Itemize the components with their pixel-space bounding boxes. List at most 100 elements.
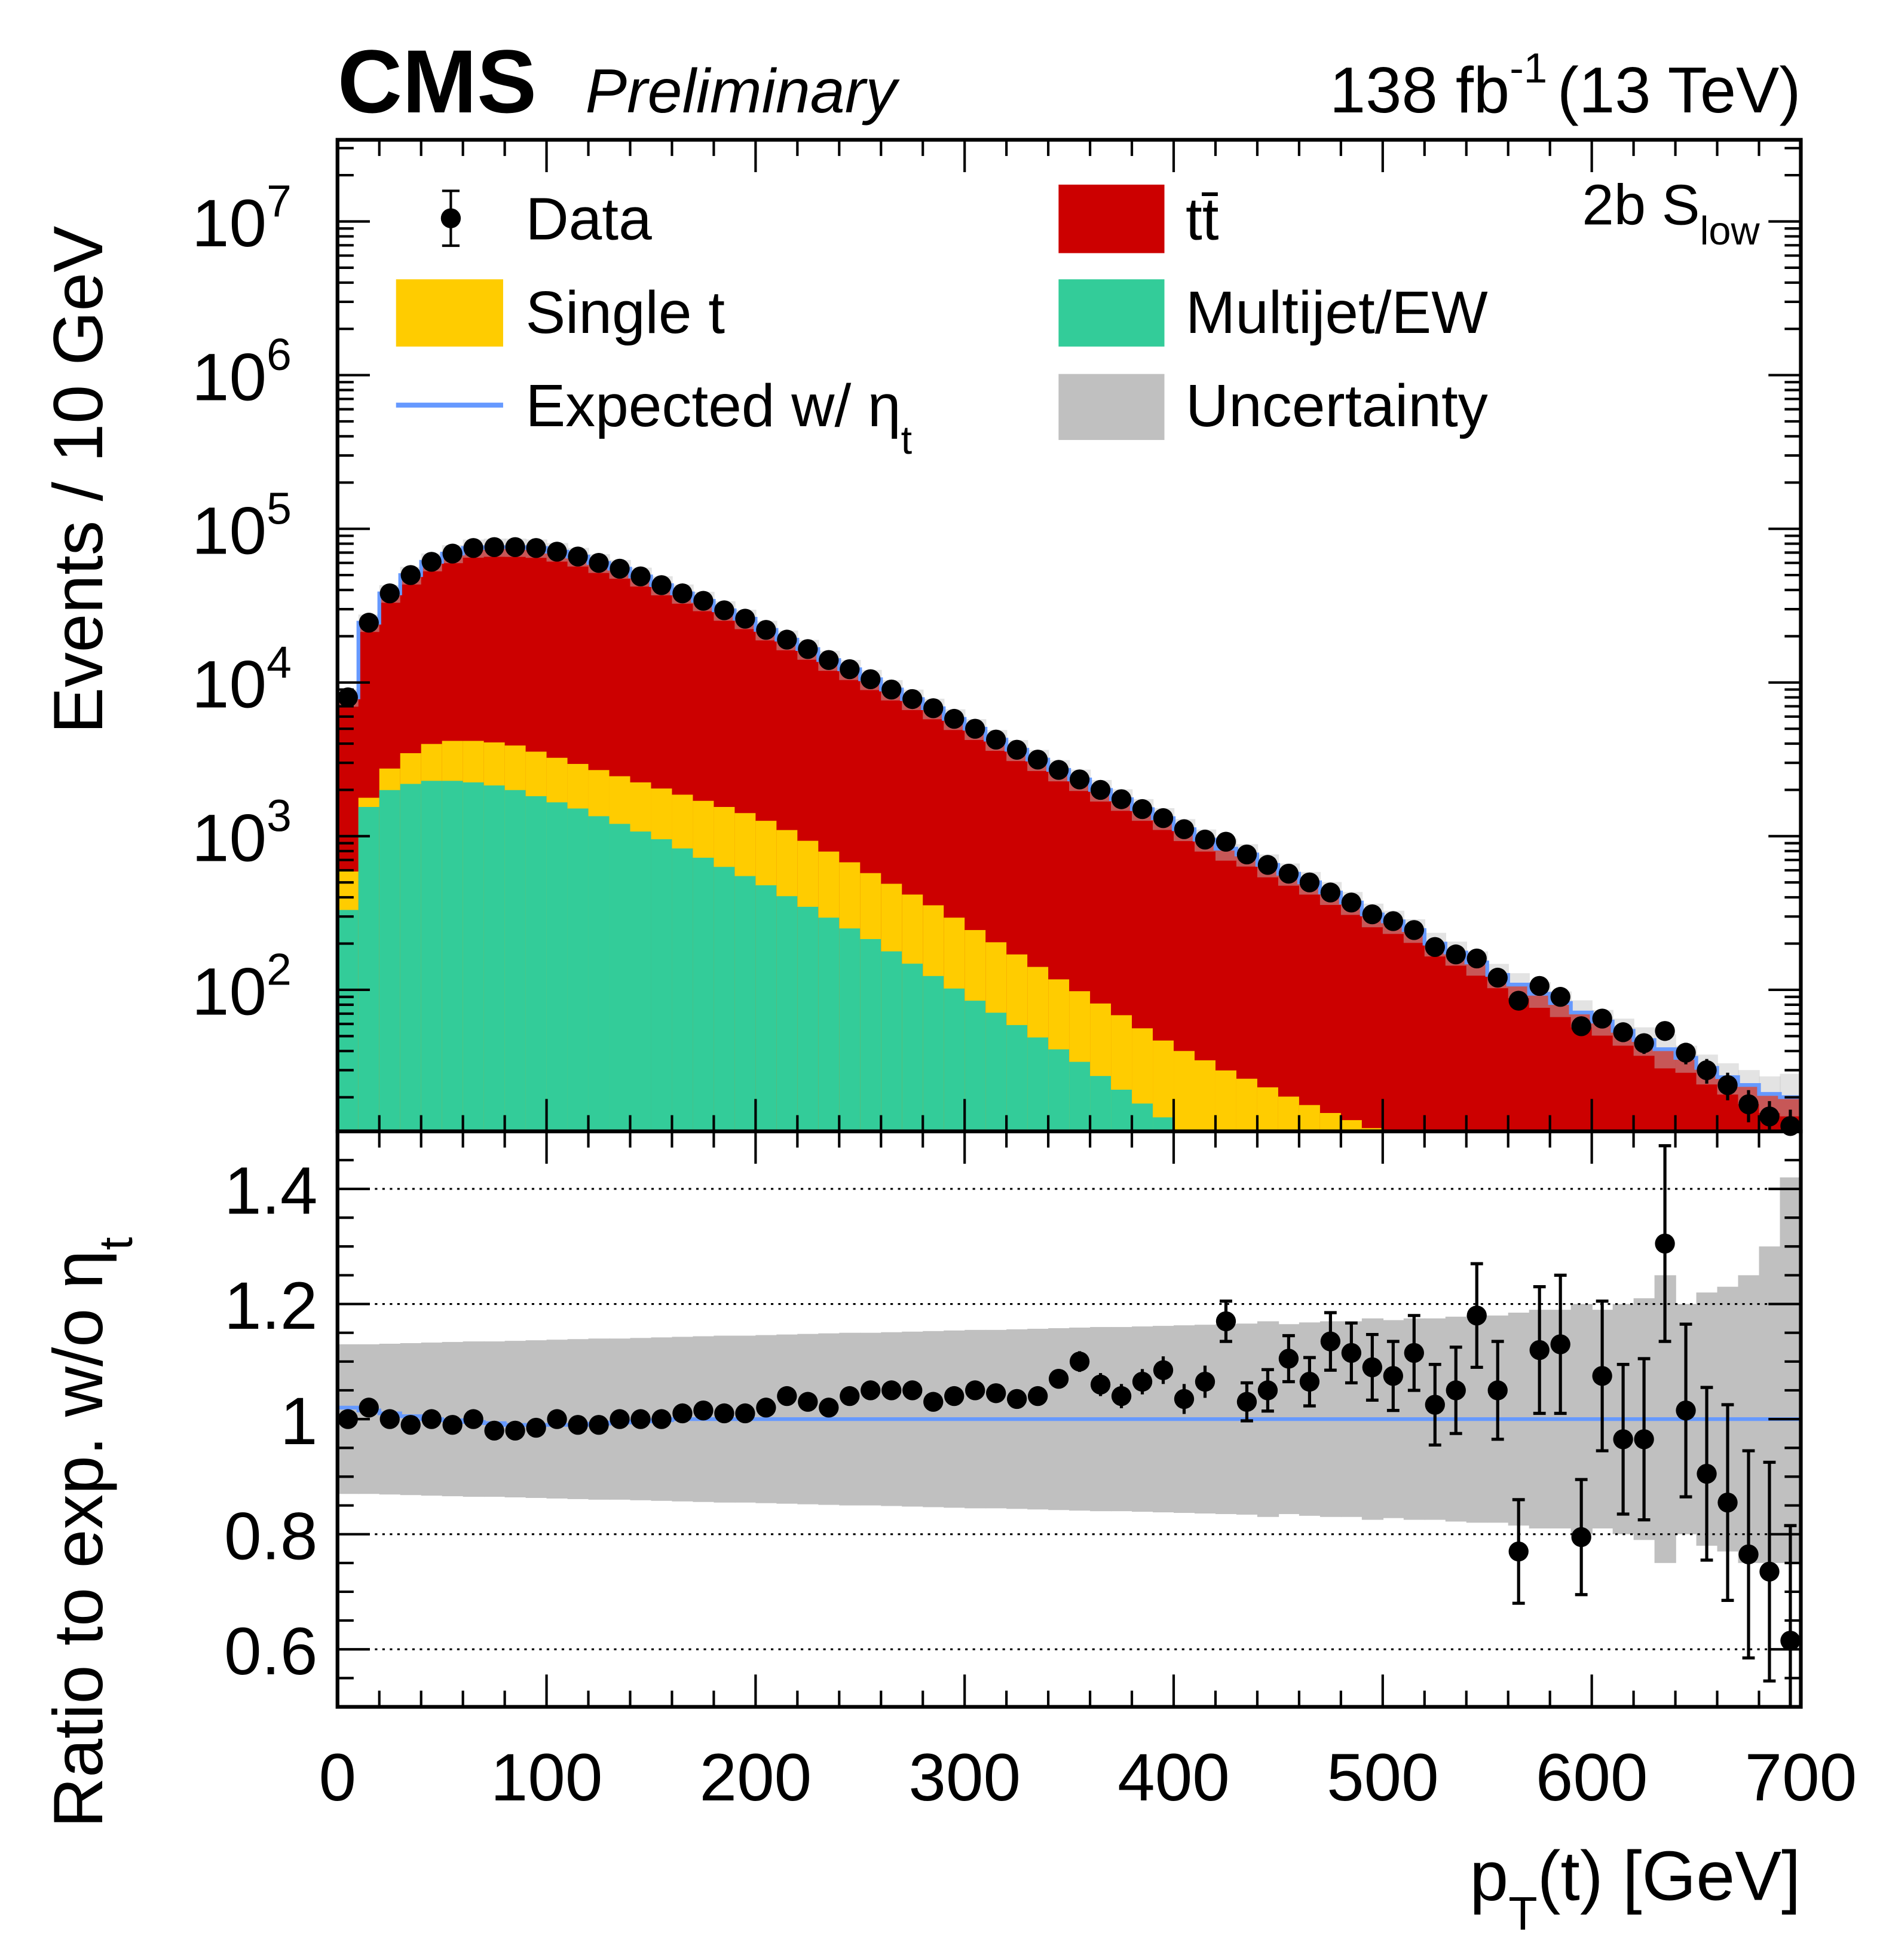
single-t-bar <box>1236 1078 1259 1132</box>
data-point <box>1027 750 1048 770</box>
data-point <box>1550 987 1570 1007</box>
x-tick-label: 700 <box>1745 1739 1857 1815</box>
ttbar-bar <box>1591 1022 1613 1132</box>
ttbar-bar <box>1382 921 1405 1132</box>
ttbar-bar <box>1257 864 1279 1132</box>
data-point <box>359 613 379 633</box>
ratio-point <box>1592 1366 1612 1386</box>
y-tick-label: 107 <box>192 176 292 261</box>
ratio-point <box>1738 1544 1759 1565</box>
y-tick-label: 105 <box>192 483 292 568</box>
ttbar-bar <box>1445 952 1468 1132</box>
multijet-bar <box>504 790 526 1132</box>
status-label: Preliminary <box>585 57 900 126</box>
data-point <box>630 566 651 586</box>
ratio-point <box>1697 1463 1717 1484</box>
ttbar-bar <box>1529 993 1551 1132</box>
data-point <box>1111 789 1132 809</box>
data-point <box>1508 990 1529 1011</box>
multijet-bar <box>567 808 589 1132</box>
data-point <box>1195 829 1215 850</box>
data-point <box>944 708 965 729</box>
data-point <box>1320 882 1341 903</box>
data-point <box>1655 1021 1675 1041</box>
x-tick-label: 200 <box>700 1739 812 1815</box>
ratio-point <box>1069 1351 1090 1372</box>
multijet-bar <box>337 910 359 1132</box>
multijet-bar <box>755 885 777 1132</box>
data-point <box>547 542 567 562</box>
data-point <box>505 537 525 557</box>
ratio-point <box>547 1409 567 1429</box>
ratio-point <box>1613 1429 1633 1450</box>
uncertainty-band-ratio <box>1780 1177 1802 1563</box>
ttbar-bar <box>1654 1049 1676 1132</box>
ratio-panel-plot <box>337 1144 1802 1709</box>
ratio-point <box>798 1392 818 1412</box>
multijet-bar <box>944 988 966 1132</box>
ratio-point <box>1446 1380 1466 1401</box>
legend-uncertainty-label: Uncertainty <box>1186 372 1488 439</box>
multijet-bar <box>860 939 882 1132</box>
data-point <box>1278 863 1299 884</box>
data-point <box>1592 1008 1612 1029</box>
ratio-point <box>1487 1380 1508 1401</box>
data-point <box>526 538 546 558</box>
ratio-y-axis-title: Ratio to exp. w/o ηt <box>39 1237 142 1828</box>
data-point <box>1571 1016 1591 1036</box>
ratio-point <box>379 1409 400 1429</box>
ratio-point <box>840 1386 860 1406</box>
ratio-point <box>589 1415 609 1435</box>
ratio-point <box>630 1409 651 1429</box>
data-point <box>881 679 902 700</box>
ratio-point <box>442 1415 463 1435</box>
ratio-point <box>568 1415 588 1435</box>
data-point <box>1090 779 1111 800</box>
top-y-axis-title: Events / 10 GeV <box>39 226 117 734</box>
data-point <box>1446 944 1466 965</box>
x-tick-label: 100 <box>491 1739 603 1815</box>
ratio-point <box>463 1409 483 1429</box>
legend-ttbar-swatch <box>1058 184 1165 253</box>
ratio-point <box>1132 1371 1153 1392</box>
data-point <box>1069 769 1090 790</box>
uncertainty-band-ratio <box>504 1341 526 1498</box>
data-point <box>902 689 923 710</box>
legend-ttbar-label: tt̄ <box>1186 186 1219 253</box>
multijet-bar <box>902 964 924 1132</box>
y-tick-label: 103 <box>192 791 292 876</box>
multijet-bar <box>400 784 422 1132</box>
data-point <box>798 639 818 659</box>
ratio-point <box>1257 1380 1278 1401</box>
ratio-point <box>359 1398 379 1418</box>
ratio-point <box>672 1403 693 1424</box>
multijet-bar <box>651 839 673 1132</box>
legend-single-t-label: Single t <box>525 279 725 346</box>
data-point <box>463 538 483 558</box>
ratio-point <box>1278 1349 1299 1369</box>
multijet-bar <box>797 907 819 1132</box>
legend-uncertainty-swatch <box>1058 374 1165 441</box>
data-point <box>861 669 881 689</box>
multijet-bar <box>463 782 485 1132</box>
data-point <box>442 543 463 564</box>
ratio-y-tick-label: 0.8 <box>224 1498 317 1573</box>
ratio-point <box>1655 1233 1675 1254</box>
multijet-bar <box>923 976 945 1132</box>
data-point <box>1613 1022 1633 1042</box>
multijet-bar <box>776 896 798 1132</box>
multijet-bar <box>1153 1117 1175 1132</box>
ratio-y-tick-label: 1.2 <box>224 1268 317 1343</box>
legend-data-marker <box>440 189 461 247</box>
single-t-bar <box>1174 1051 1196 1132</box>
ratio-point <box>1529 1340 1550 1360</box>
multijet-bar <box>1090 1076 1112 1132</box>
ratio-point <box>1320 1331 1341 1351</box>
data-point <box>819 650 839 670</box>
multijet-bar <box>714 867 736 1132</box>
ratio-point <box>923 1392 944 1412</box>
data-point <box>1425 937 1445 957</box>
ratio-point <box>1759 1561 1780 1582</box>
data-point <box>1529 976 1550 996</box>
